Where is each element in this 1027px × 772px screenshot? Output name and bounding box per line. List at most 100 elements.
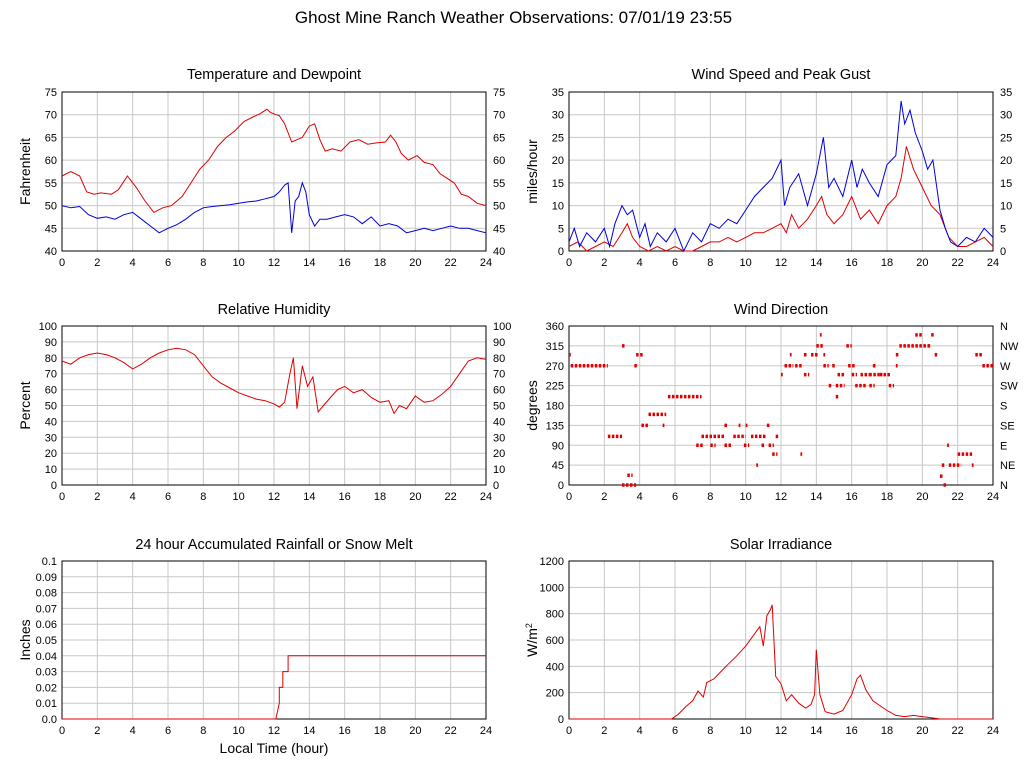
series-line-blue	[568, 101, 994, 253]
right-y-tick-label: 35	[1000, 87, 1012, 99]
right-y-tick-label: NW	[1000, 341, 1019, 353]
x-tick-label: 0	[566, 491, 572, 503]
right-y-tick-label: 0	[493, 480, 499, 492]
plot-frame	[61, 91, 487, 252]
chart-rainfall: 24 hour Accumulated Rainfall or Snow Mel…	[17, 537, 492, 756]
right-y-tick-label: 0	[1000, 246, 1006, 258]
x-tick-label: 6	[165, 491, 171, 503]
right-y-tick-label: 40	[493, 416, 505, 428]
x-tick-label: 10	[233, 725, 245, 737]
y-tick-label: 0.07	[36, 603, 57, 615]
y-tick-label: 45	[45, 223, 57, 235]
x-tick-label: 12	[268, 725, 280, 737]
x-tick-label: 20	[916, 725, 928, 737]
y-tick-label: 65	[45, 132, 57, 144]
y-tick-label: 0.05	[36, 635, 57, 647]
y-axis-label: W/m2	[524, 623, 540, 657]
x-tick-label: 10	[740, 257, 752, 269]
x-tick-label: 6	[165, 725, 171, 737]
y-tick-label: 0	[558, 246, 564, 258]
y-tick-label: 75	[45, 87, 57, 99]
chart-title: Relative Humidity	[218, 302, 332, 318]
x-tick-label: 0	[59, 257, 65, 269]
x-tick-label: 20	[916, 491, 928, 503]
y-tick-label: 800	[546, 609, 564, 621]
plot-frame	[568, 91, 994, 252]
x-tick-label: 14	[810, 725, 822, 737]
x-tick-label: 4	[130, 257, 136, 269]
x-tick-label: 4	[637, 257, 643, 269]
x-tick-label: 16	[846, 491, 858, 503]
y-tick-label: 1200	[540, 556, 564, 568]
y-axis-label: Inches	[17, 619, 33, 660]
y-tick-label: 135	[546, 420, 564, 432]
x-tick-label: 6	[165, 257, 171, 269]
x-tick-label: 22	[952, 257, 964, 269]
x-tick-label: 12	[775, 725, 787, 737]
y-tick-label: 80	[45, 353, 57, 365]
y-tick-label: 0.09	[36, 572, 57, 584]
right-y-tick-label: 100	[493, 321, 511, 333]
right-y-tick-label: 80	[493, 353, 505, 365]
chart-title: Temperature and Dewpoint	[187, 67, 361, 83]
x-tick-label: 4	[637, 491, 643, 503]
x-tick-label: 16	[339, 491, 351, 503]
x-tick-label: 12	[268, 257, 280, 269]
y-tick-label: 0	[558, 480, 564, 492]
y-tick-label: 0.04	[36, 651, 57, 663]
y-axis-label: Fahrenheit	[17, 138, 33, 205]
y-tick-label: 10	[552, 201, 564, 213]
y-tick-label: 225	[546, 381, 564, 393]
x-tick-label: 2	[601, 725, 607, 737]
y-tick-label: 0	[558, 714, 564, 726]
x-tick-label: 8	[707, 491, 713, 503]
x-tick-label: 14	[303, 725, 315, 737]
x-tick-label: 18	[881, 257, 893, 269]
y-tick-label: 70	[45, 369, 57, 381]
x-tick-label: 10	[233, 491, 245, 503]
right-y-tick-label: 30	[1000, 110, 1012, 122]
x-tick-label: 20	[409, 725, 421, 737]
x-tick-label: 2	[94, 257, 100, 269]
chart-title: Wind Direction	[734, 302, 828, 318]
y-tick-label: 45	[552, 460, 564, 472]
y-tick-label: 400	[546, 661, 564, 673]
right-y-tick-label: 45	[493, 223, 505, 235]
y-tick-label: 55	[45, 178, 57, 190]
x-tick-label: 24	[987, 491, 999, 503]
y-tick-label: 1000	[540, 582, 564, 594]
y-tick-label: 0	[51, 480, 57, 492]
right-y-tick-label: 10	[493, 464, 505, 476]
y-tick-label: 15	[552, 178, 564, 190]
x-tick-label: 22	[445, 725, 457, 737]
y-tick-label: 100	[39, 321, 57, 333]
y-tick-label: 10	[45, 464, 57, 476]
x-tick-label: 0	[566, 257, 572, 269]
x-tick-label: 22	[445, 491, 457, 503]
y-axis-label: degrees	[524, 380, 540, 431]
x-tick-label: 6	[672, 725, 678, 737]
y-tick-label: 35	[552, 87, 564, 99]
y-tick-label: 180	[546, 401, 564, 413]
x-tick-label: 2	[94, 725, 100, 737]
x-tick-label: 2	[601, 491, 607, 503]
right-y-tick-label: 50	[493, 401, 505, 413]
plot-frame	[61, 325, 487, 486]
x-tick-label: 24	[480, 491, 492, 503]
y-tick-label: 315	[546, 341, 564, 353]
right-y-tick-label: N	[1000, 321, 1008, 333]
y-tick-label: 25	[552, 132, 564, 144]
x-tick-label: 14	[303, 257, 315, 269]
right-y-tick-label: 90	[493, 337, 505, 349]
y-tick-label: 40	[45, 416, 57, 428]
right-y-tick-label: 20	[1000, 155, 1012, 167]
series-line-blue	[61, 181, 487, 234]
y-tick-label: 90	[45, 337, 57, 349]
y-tick-label: 600	[546, 635, 564, 647]
x-tick-label: 24	[480, 725, 492, 737]
y-tick-label: 200	[546, 688, 564, 700]
x-tick-label: 12	[268, 491, 280, 503]
x-tick-label: 8	[707, 725, 713, 737]
